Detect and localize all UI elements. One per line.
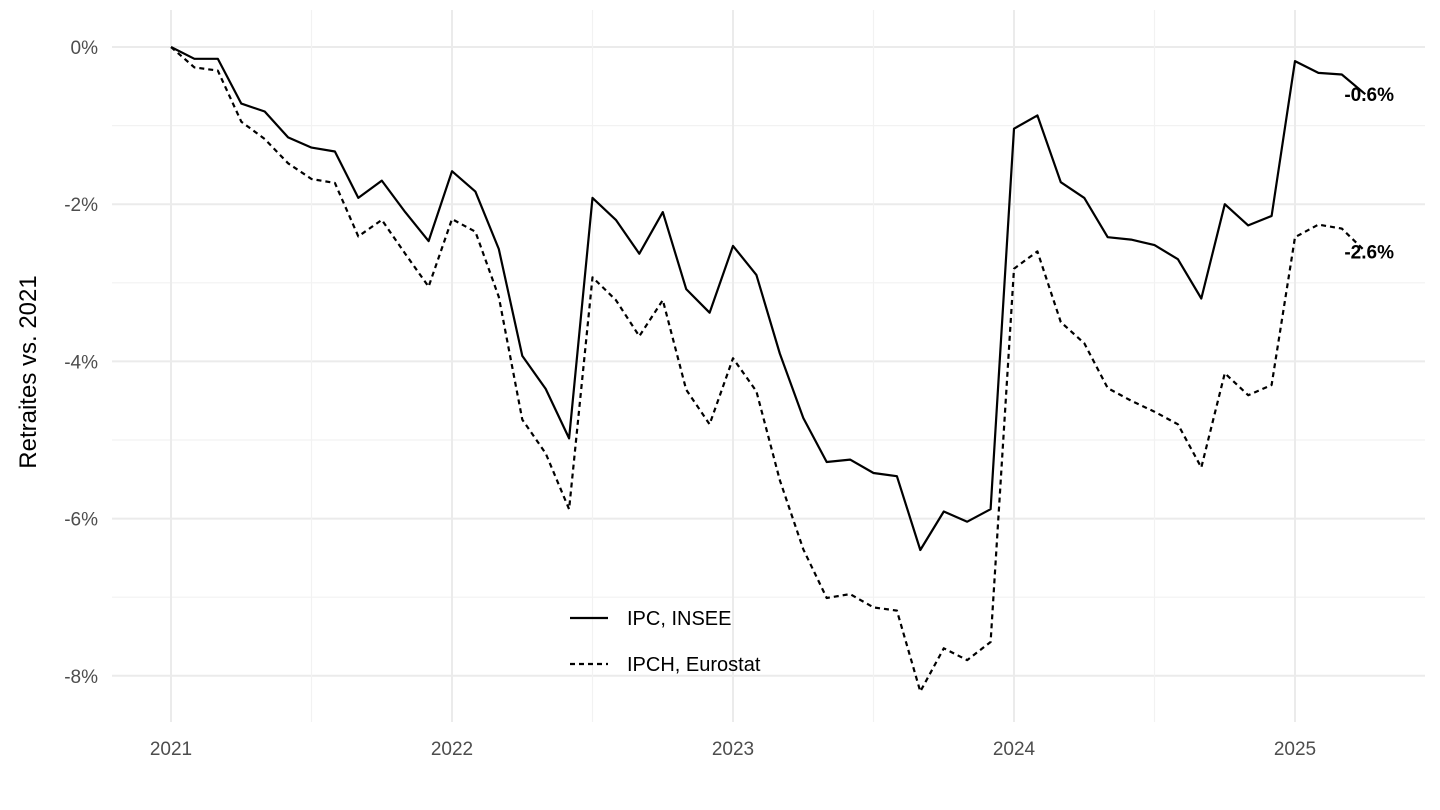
x-axis-ticks: 2021 2022 2023 2024 2025 [150,739,1316,760]
end-value-label: -0.6% [1344,85,1394,106]
grid [112,10,1425,722]
y-axis-title: Retraites vs. 2021 [15,275,42,468]
y-tick-label: 0% [71,38,99,59]
y-tick-label: -6% [64,510,98,531]
end-value-label: -2.6% [1344,242,1394,263]
y-tick-label: -8% [64,667,98,688]
series-line-ipch [170,46,1367,693]
x-tick-label: 2021 [150,739,192,760]
series-line-ipc [170,46,1367,552]
y-tick-label: -4% [64,352,98,373]
x-tick-label: 2023 [712,739,754,760]
series-lines [170,46,1367,693]
x-tick-label: 2025 [1274,739,1316,760]
legend-item-ipch: IPCH, Eurostat [570,654,761,676]
legend-item-ipc: IPC, INSEE [570,608,731,630]
legend-label-ipc: IPC, INSEE [627,608,731,630]
end-labels: -0.6% -2.6% [1344,85,1394,263]
legend: IPC, INSEE IPCH, Eurostat [570,608,761,676]
x-tick-label: 2022 [431,739,473,760]
legend-label-ipch: IPCH, Eurostat [627,654,761,676]
y-tick-label: -2% [64,195,98,216]
x-tick-label: 2024 [993,739,1036,760]
y-axis-ticks: 0% -2% -4% -6% -8% [64,38,98,688]
